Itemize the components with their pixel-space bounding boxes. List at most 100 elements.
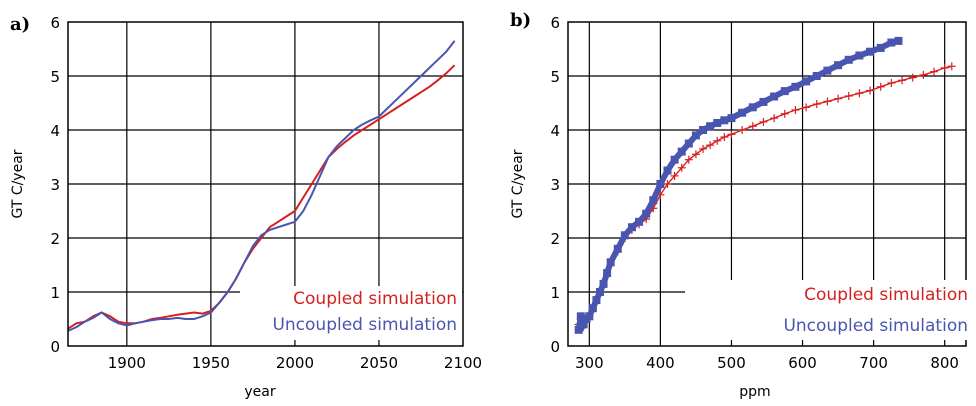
x-tick-label: 400 xyxy=(646,354,675,372)
point-marker-coupled xyxy=(898,76,907,85)
point-marker-coupled xyxy=(930,67,939,76)
point-marker-uncoupled xyxy=(599,279,608,288)
y-tick-label: 6 xyxy=(550,14,560,32)
point-marker-coupled xyxy=(748,122,757,131)
panel-a-frame xyxy=(67,21,464,347)
panel-a-xlabel: year xyxy=(244,384,275,400)
point-marker-uncoupled xyxy=(894,36,903,45)
point-marker-coupled xyxy=(887,79,896,88)
point-marker-coupled xyxy=(947,62,956,71)
point-marker-uncoupled xyxy=(635,217,644,226)
point-marker-uncoupled xyxy=(748,103,757,112)
point-marker-coupled xyxy=(855,89,864,98)
point-marker-coupled xyxy=(866,86,875,95)
x-tick-label: 1900 xyxy=(108,354,146,372)
point-marker-coupled xyxy=(677,163,686,172)
point-marker-uncoupled xyxy=(844,55,853,64)
point-marker-uncoupled xyxy=(620,231,629,240)
point-marker-uncoupled xyxy=(770,92,779,101)
series-line-uncoupled xyxy=(67,40,456,332)
point-marker-uncoupled xyxy=(699,126,708,134)
point-marker-uncoupled xyxy=(606,258,615,267)
y-tick-label: 5 xyxy=(550,68,560,86)
point-marker-coupled xyxy=(812,100,821,109)
panel-b-legend-background xyxy=(685,280,975,340)
point-marker-coupled xyxy=(670,171,679,180)
point-marker-uncoupled xyxy=(656,180,665,188)
panel-b-legend-uncoupled: Uncoupled simulation xyxy=(783,316,968,336)
point-marker-uncoupled xyxy=(876,43,885,52)
point-marker-uncoupled xyxy=(574,325,583,334)
x-tick-label: 800 xyxy=(930,354,959,372)
point-marker-uncoupled xyxy=(588,304,597,313)
panel-b: b) 300 400 500 600 700 800 0 1 2 3 4 5 6 ppm GT C/ye… xyxy=(510,10,975,400)
x-tick-label: 600 xyxy=(788,354,817,372)
point-marker-coupled xyxy=(844,91,853,100)
point-marker-coupled xyxy=(770,114,779,123)
point-marker-uncoupled xyxy=(713,118,722,127)
point-marker-uncoupled xyxy=(613,244,622,253)
y-tick-label: 5 xyxy=(50,68,60,86)
point-marker-coupled xyxy=(919,70,928,79)
y-tick-label: 2 xyxy=(50,230,60,248)
panel-a-legend-background xyxy=(240,286,462,340)
point-marker-coupled xyxy=(663,180,672,188)
point-marker-uncoupled xyxy=(791,82,800,91)
point-marker-coupled xyxy=(727,130,736,139)
panel-b-label: b) xyxy=(510,10,531,31)
panel-b-series xyxy=(574,36,956,334)
y-tick-label: 1 xyxy=(550,284,560,302)
y-tick-label: 0 xyxy=(50,338,60,356)
x-tick-label: 700 xyxy=(859,354,888,372)
point-marker-coupled xyxy=(720,133,729,142)
panel-a-label: a) xyxy=(10,14,30,35)
point-marker-uncoupled xyxy=(670,155,679,164)
point-marker-uncoupled xyxy=(759,97,768,106)
x-tick-label: 2050 xyxy=(360,354,398,372)
panel-a-series xyxy=(67,40,456,332)
panel-b-legend-coupled: Coupled simulation xyxy=(804,285,968,305)
point-marker-coupled xyxy=(940,63,949,72)
y-tick-label: 2 xyxy=(550,230,560,248)
x-tick-label: 2000 xyxy=(276,354,314,372)
point-marker-coupled xyxy=(834,94,843,103)
point-marker-uncoupled xyxy=(649,196,658,205)
panel-a-legend-coupled: Coupled simulation xyxy=(293,289,457,309)
point-marker-uncoupled xyxy=(780,87,789,96)
point-marker-coupled xyxy=(706,141,715,150)
panel-b-frame xyxy=(567,21,967,347)
point-marker-coupled xyxy=(876,82,885,91)
panel-b-ylabel: GT C/year xyxy=(510,149,526,218)
x-tick-label: 300 xyxy=(575,354,604,372)
point-marker-uncoupled xyxy=(802,77,811,86)
x-tick-label: 2100 xyxy=(444,354,482,372)
panel-b-xlabel: ppm xyxy=(739,384,770,400)
panel-b-ticks: 300 400 500 600 700 800 0 1 2 3 4 5 6 xyxy=(550,14,959,372)
point-marker-uncoupled xyxy=(887,38,896,47)
point-marker-coupled xyxy=(684,155,693,164)
point-marker-uncoupled xyxy=(738,108,747,117)
x-tick-label: 500 xyxy=(717,354,746,372)
point-marker-coupled xyxy=(713,136,722,145)
panel-a-ylabel: GT C/year xyxy=(10,149,26,218)
point-marker-uncoupled xyxy=(727,114,736,123)
point-marker-coupled xyxy=(908,73,917,82)
point-marker-uncoupled xyxy=(627,223,636,232)
panel-a-legend-uncoupled: Uncoupled simulation xyxy=(272,315,457,335)
point-marker-coupled xyxy=(780,109,789,118)
point-marker-coupled xyxy=(802,103,811,112)
y-tick-label: 3 xyxy=(50,176,60,194)
point-marker-uncoupled xyxy=(706,122,715,131)
point-marker-uncoupled xyxy=(592,296,601,305)
y-tick-label: 1 xyxy=(50,284,60,302)
point-marker-uncoupled xyxy=(823,66,832,75)
panel-a: a) 1900 1950 2000 2050 2100 0 1 2 3 4 5 6 year GT C… xyxy=(10,14,482,400)
x-tick-label: 1950 xyxy=(192,354,230,372)
point-marker-uncoupled xyxy=(855,51,864,60)
point-marker-uncoupled xyxy=(663,166,672,175)
point-marker-uncoupled xyxy=(579,320,588,329)
point-marker-coupled xyxy=(691,150,700,159)
point-marker-uncoupled xyxy=(720,116,729,125)
panel-a-ticks: 1900 1950 2000 2050 2100 0 1 2 3 4 5 6 xyxy=(50,14,482,372)
